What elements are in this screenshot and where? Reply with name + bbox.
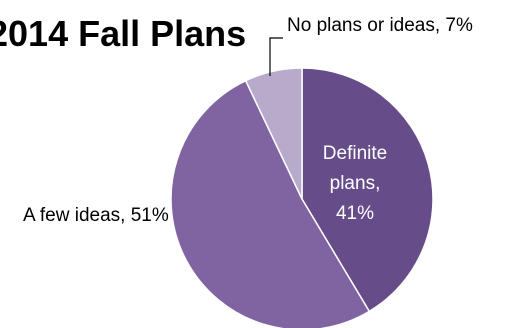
data-label-definite-plans: Definite plans, 41%: [323, 143, 387, 224]
data-labels: Definite plans, 41% A few ideas, 51% No plan…: [23, 15, 473, 226]
pie-slices: [170, 67, 434, 328]
data-label-no-plans-or-ideas: No plans or ideas, 7%: [287, 15, 473, 36]
pie-slice-a-few-ideas: [170, 79, 371, 328]
pie-slice-definite-plans: [301, 67, 434, 313]
chart-title: 2014 Fall Plans: [0, 13, 246, 54]
data-label-a-few-ideas: A few ideas, 51%: [23, 205, 169, 226]
leader-line-no-plans: [269, 37, 283, 76]
pie-slice-no-plans-or-ideas: [244, 67, 303, 200]
